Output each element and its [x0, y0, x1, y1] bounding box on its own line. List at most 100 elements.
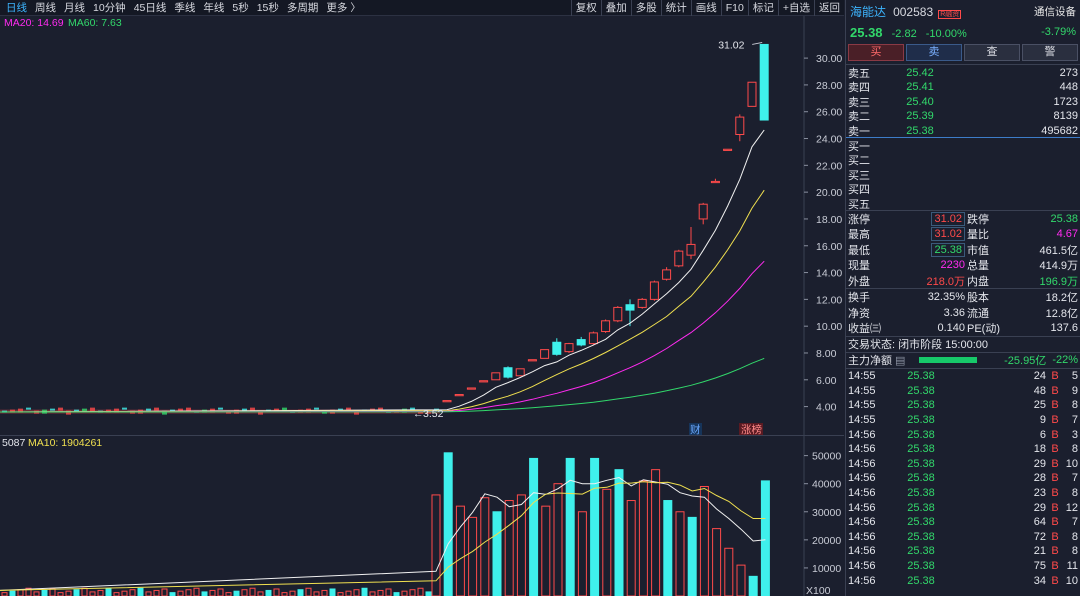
stat-key: 流通 [967, 307, 989, 320]
finance-marker[interactable]: 财 [690, 423, 701, 436]
period-tab[interactable]: 年线 [203, 1, 225, 14]
history-candle [410, 407, 415, 410]
tick-time: 14:56 [848, 486, 876, 499]
tick-count: 10 [1065, 574, 1078, 587]
history-candle [346, 407, 351, 411]
vol-tick-label: 20000 [812, 535, 841, 547]
tick-row[interactable]: 14:56 25.38 21 B 8 [846, 544, 1080, 559]
ask-price: 25.38 [906, 124, 934, 137]
kline-chart[interactable]: 30.00 28.00 26.00 24.00 22.00 20.00 18.00 16.00… [0, 16, 844, 436]
history-vol-bar [417, 587, 424, 596]
rank-marker[interactable]: 涨榜 [741, 423, 762, 436]
tick-row[interactable]: 14:56 25.38 34 B 10 [846, 573, 1080, 588]
period-tab[interactable]: 周线 [35, 1, 56, 14]
ask-row[interactable]: 卖四 25.41 448 [846, 79, 1080, 94]
ask-row[interactable]: 卖二 25.39 8139 [846, 108, 1080, 123]
bid-book: 买一 买二 买三买四 买五 [846, 136, 1080, 211]
ask-row[interactable]: 卖三 25.40 1723 [846, 94, 1080, 109]
tick-row[interactable]: 14:55 25.38 25 B 8 [846, 398, 1080, 413]
stat-row: 涨停 31.02 跌停 25.38 [846, 211, 1080, 227]
tool-button[interactable]: 画线 [690, 0, 721, 16]
volume-bar [455, 505, 465, 596]
sell-button[interactable]: 卖 [906, 44, 962, 61]
bid-row[interactable]: 买一 [846, 138, 1080, 153]
candle [662, 269, 672, 280]
tick-row[interactable]: 14:56 25.38 23 B 8 [846, 486, 1080, 501]
stock-code: 002583 [893, 4, 934, 19]
tool-button[interactable]: 复权 [570, 0, 601, 16]
history-vol-bar [265, 589, 272, 596]
stock-name[interactable]: 海能达 [850, 4, 887, 19]
candle [625, 304, 635, 311]
tick-row[interactable]: 14:55 25.38 48 B 9 [846, 384, 1080, 399]
tick-list[interactable]: 14:55 25.38 24 B 5 14:55 25.38 48 B 9 14:55 25.38 25… [846, 367, 1080, 588]
buy-button[interactable]: 买 [848, 44, 904, 61]
tool-button[interactable]: 多股 [630, 0, 661, 16]
tick-row[interactable]: 14:56 25.38 29 B 12 [846, 500, 1080, 515]
stat-value: 25.38 [1050, 212, 1078, 225]
period-tab[interactable]: 季线 [174, 1, 196, 14]
stat-key: 换手 [848, 292, 870, 305]
tool-button[interactable]: 返回 [814, 0, 844, 16]
tick-row[interactable]: 14:56 25.38 28 B 7 [846, 471, 1080, 486]
bid-label: 买四 [848, 184, 870, 197]
tick-flag: B [1051, 530, 1059, 543]
tick-time: 14:56 [848, 501, 876, 514]
tool-button[interactable]: 叠加 [600, 0, 631, 16]
volume-chart[interactable]: 5087 MA10: 1904261 50000 40000 30000 20000 100… [0, 436, 844, 596]
tick-row[interactable]: 14:56 25.38 29 B 10 [846, 456, 1080, 471]
volume-bar [529, 457, 539, 596]
alert-button[interactable]: 警 [1022, 44, 1078, 61]
chart-area[interactable]: 30.00 28.00 26.00 24.00 22.00 20.00 18.00 16.00… [0, 16, 844, 596]
y-tick-label: 28.00 [816, 80, 842, 92]
table-icon[interactable]: ▤ [895, 354, 906, 367]
history-candle [314, 407, 319, 410]
tool-button[interactable]: 标记 [747, 0, 778, 16]
tick-row[interactable]: 14:56 25.38 75 B 11 [846, 559, 1080, 574]
ask-row[interactable]: 卖一 25.38 495682 [846, 123, 1080, 138]
stat-key: 净资 [848, 307, 870, 320]
bid-row[interactable]: 买四 [846, 181, 1080, 197]
bid-row[interactable]: 买三 [846, 167, 1080, 182]
tick-row[interactable]: 14:56 25.38 64 B 7 [846, 515, 1080, 530]
period-tab[interactable]: 10分钟 [93, 1, 126, 14]
tick-price: 25.38 [907, 545, 935, 558]
period-tab[interactable]: 更多 〉 [326, 1, 361, 14]
price-row: 25.38 -2.82 -10.00% -3.79% [846, 22, 1080, 42]
candle [466, 387, 476, 390]
tick-row[interactable]: 14:56 25.38 18 B 8 [846, 442, 1080, 457]
stat-key: 跌停 [967, 213, 989, 226]
tick-volume: 6 [1039, 428, 1046, 441]
volume-bar [638, 480, 648, 596]
tool-button[interactable]: F10 [720, 0, 748, 16]
tick-row[interactable]: 14:55 25.38 24 B 5 [846, 369, 1080, 384]
tick-time: 14:56 [848, 530, 876, 543]
period-tab[interactable]: 日线 [6, 1, 27, 14]
vol-ma10-line [0, 481, 766, 591]
bid-row[interactable]: 买二 [846, 152, 1080, 167]
ask-row[interactable]: 卖五 25.42 273 [846, 65, 1080, 80]
sector-name[interactable]: 通信设备 [1034, 5, 1076, 18]
bid-row[interactable]: 买五 [846, 196, 1080, 211]
period-tab[interactable]: 15秒 [256, 1, 279, 14]
tool-button[interactable]: 统计 [660, 0, 691, 16]
volume-bar [651, 469, 661, 596]
period-tab[interactable]: 45日线 [133, 1, 167, 14]
period-tab[interactable]: 月线 [64, 1, 85, 14]
period-tab[interactable]: 5秒 [232, 1, 249, 14]
tool-button[interactable]: +自选 [777, 0, 814, 16]
volume-bar [614, 469, 624, 596]
tick-row[interactable]: 14:55 25.38 9 B 7 [846, 413, 1080, 428]
history-vol-bar [377, 589, 384, 596]
tick-count: 8 [1071, 399, 1078, 412]
history-vol-bar [281, 592, 288, 596]
period-tab[interactable]: 多周期 [286, 1, 319, 14]
history-candle [354, 410, 359, 415]
tick-row[interactable]: 14:56 25.38 72 B 8 [846, 529, 1080, 544]
history-vol-bar [41, 589, 48, 596]
tick-flag: B [1051, 501, 1059, 514]
tick-row[interactable]: 14:56 25.38 6 B 3 [846, 427, 1080, 442]
candle [576, 339, 586, 346]
query-button[interactable]: 查 [964, 44, 1020, 61]
volume-bar [480, 497, 490, 596]
